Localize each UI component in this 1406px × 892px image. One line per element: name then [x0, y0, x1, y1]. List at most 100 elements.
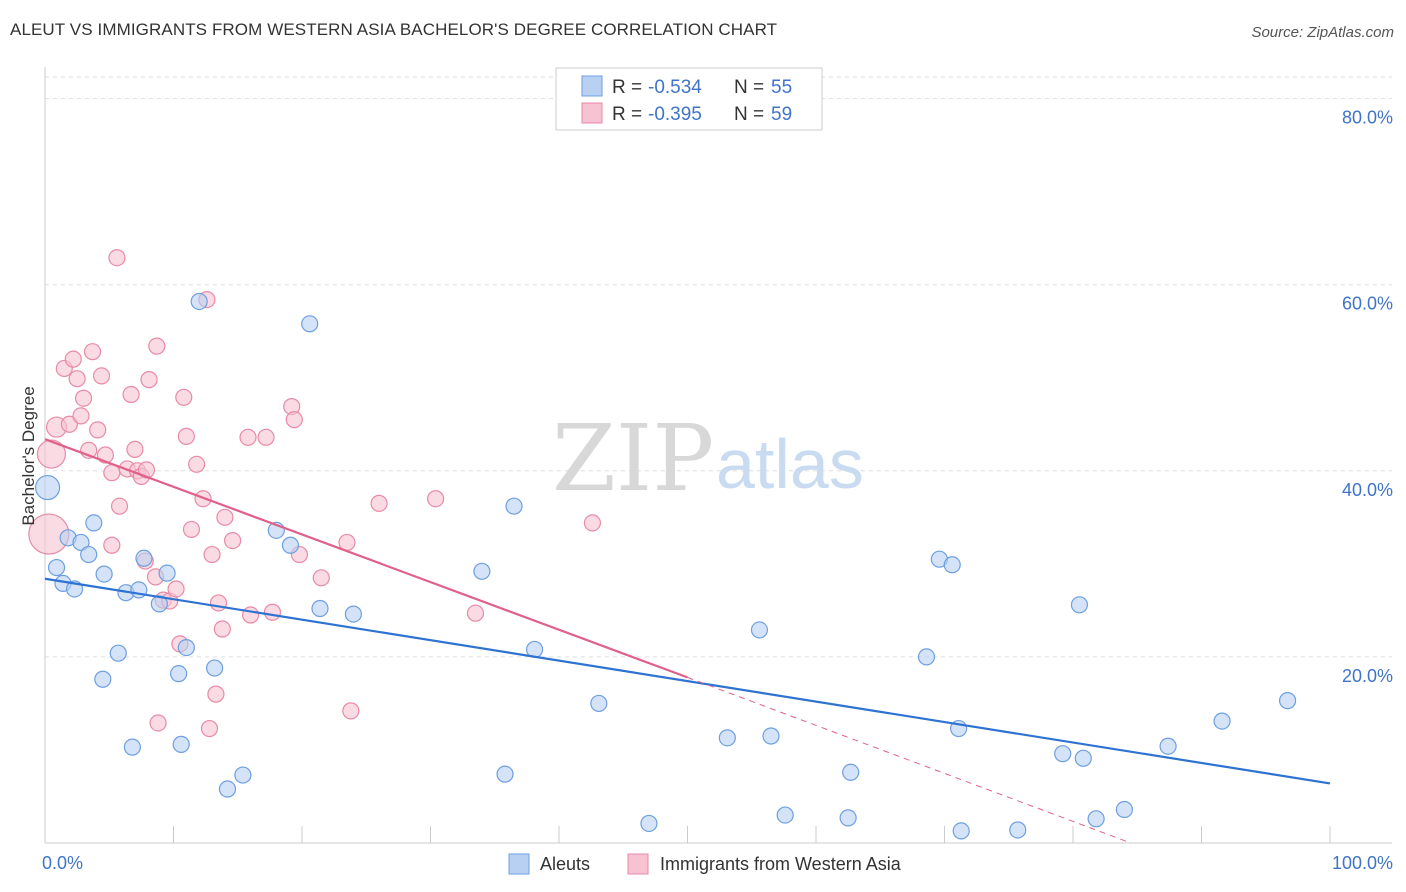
aleuts-point	[1115, 800, 1134, 819]
immigrants-point	[427, 490, 445, 508]
y-axis-label: Bachelor's Degree	[19, 386, 38, 525]
aleuts-point	[234, 766, 252, 784]
immigrants-point	[188, 455, 206, 473]
aleuts-point	[839, 809, 857, 827]
legend-n-value-blue: 55	[771, 77, 792, 98]
aleuts-point	[344, 605, 362, 623]
immigrants-point	[342, 702, 360, 720]
aleuts-point	[1070, 596, 1089, 614]
aleuts-point	[1009, 821, 1027, 839]
immigrants-point	[200, 719, 219, 738]
aleuts-point	[917, 648, 936, 666]
immigrants-point	[108, 249, 126, 267]
immigrants-point	[175, 388, 193, 406]
series-aleuts-points	[34, 292, 1297, 840]
immigrants-point	[312, 569, 330, 587]
immigrants-point	[182, 520, 201, 539]
aleuts-point	[218, 780, 237, 798]
axes: 0.0% 100.0%	[42, 67, 1393, 873]
y-tick-label: 80.0%	[1342, 108, 1393, 128]
immigrants-point	[466, 604, 485, 622]
x-tick-label: 100.0%	[1332, 853, 1393, 873]
aleuts-point	[80, 545, 98, 564]
grid: 20.0% 40.0% 60.0% 80.0%	[45, 76, 1393, 686]
immigrants-point	[89, 421, 107, 439]
immigrants-point	[110, 497, 129, 515]
immigrants-point	[92, 367, 111, 385]
immigrants-point	[149, 714, 167, 732]
y-tick-label: 20.0%	[1342, 666, 1393, 686]
aleuts-point	[1054, 745, 1072, 763]
immigrants-point	[207, 685, 225, 703]
immigrants-point	[177, 427, 195, 445]
legend-r-label-pink: R =	[612, 104, 642, 125]
aleuts-point	[473, 562, 491, 580]
aleuts-point	[762, 727, 780, 745]
legend-r-value-blue: -0.534	[648, 77, 702, 98]
immigrants-point	[224, 531, 242, 550]
aleuts-point	[750, 621, 769, 639]
immigrants-point	[60, 415, 79, 433]
immigrants-point	[64, 350, 82, 368]
aleuts-point	[123, 738, 141, 756]
immigrants-point	[216, 508, 234, 526]
immigrants-point	[126, 440, 144, 459]
immigrants-point	[370, 494, 388, 512]
aleuts-point	[177, 638, 195, 657]
immigrants-point	[72, 407, 90, 425]
chart-title: ALEUT VS IMMIGRANTS FROM WESTERN ASIA BA…	[10, 20, 778, 39]
bottom-legend-swatch-aleuts	[508, 853, 530, 875]
immigrants-point	[74, 389, 93, 407]
aleuts-point	[47, 558, 66, 577]
legend-r-value-pink: -0.395	[648, 104, 702, 125]
bottom-legend-label-immigrants: Immigrants from Western Asia	[660, 854, 902, 874]
immigrants-point	[167, 580, 185, 598]
aleuts-point	[1213, 712, 1231, 730]
aleuts-point	[94, 670, 112, 688]
immigrants-point	[213, 620, 231, 638]
legend-swatch-pink	[581, 102, 603, 124]
immigrants-point	[122, 385, 140, 404]
aleuts-point	[1278, 692, 1297, 710]
watermark-zip: ZIP	[552, 405, 714, 512]
aleuts-point	[95, 565, 113, 583]
legend-n-label-pink: N =	[734, 104, 764, 125]
immigrants-point	[285, 411, 303, 429]
aleuts-point	[1159, 737, 1177, 755]
immigrants-point	[203, 545, 221, 564]
aleuts-point	[281, 536, 300, 554]
bottom-legend-swatch-immigrants	[627, 853, 649, 875]
legend-n-label-blue: N =	[734, 77, 764, 98]
aleuts-point	[72, 533, 90, 552]
aleuts-point	[1087, 810, 1105, 828]
aleuts-point	[135, 549, 153, 567]
immigrants-point	[148, 337, 166, 355]
aleuts-point	[85, 514, 103, 532]
watermark: ZIP atlas	[552, 405, 864, 512]
legend-r-label-blue: R =	[612, 77, 642, 98]
aleuts-point	[34, 474, 61, 501]
aleuts-trend-line	[44, 577, 1331, 785]
bottom-legend-label-aleuts: Aleuts	[540, 854, 590, 874]
legend-swatch-blue	[581, 75, 603, 97]
aleuts-point	[170, 665, 188, 683]
immigrants-point	[583, 514, 602, 532]
aleuts-point	[109, 644, 127, 662]
immigrants-point	[209, 594, 228, 612]
aleuts-point	[190, 292, 208, 311]
trend-lines	[44, 438, 1331, 844]
immigrants-point	[242, 606, 260, 624]
immigrants-point	[239, 428, 257, 446]
series-immigrants-points	[28, 249, 602, 738]
aleuts-point	[158, 564, 176, 582]
aleuts-point	[718, 729, 736, 747]
aleuts-point	[952, 822, 970, 840]
immigrants-trend-line	[44, 438, 688, 679]
source-label: Source: ZipAtlas.com	[1251, 24, 1394, 41]
aleuts-point	[301, 315, 319, 333]
legend-n-value-pink: 59	[771, 104, 792, 125]
aleuts-point	[842, 763, 860, 781]
series-legend: Aleuts Immigrants from Western Asia	[508, 853, 902, 875]
immigrants-point	[263, 603, 282, 621]
